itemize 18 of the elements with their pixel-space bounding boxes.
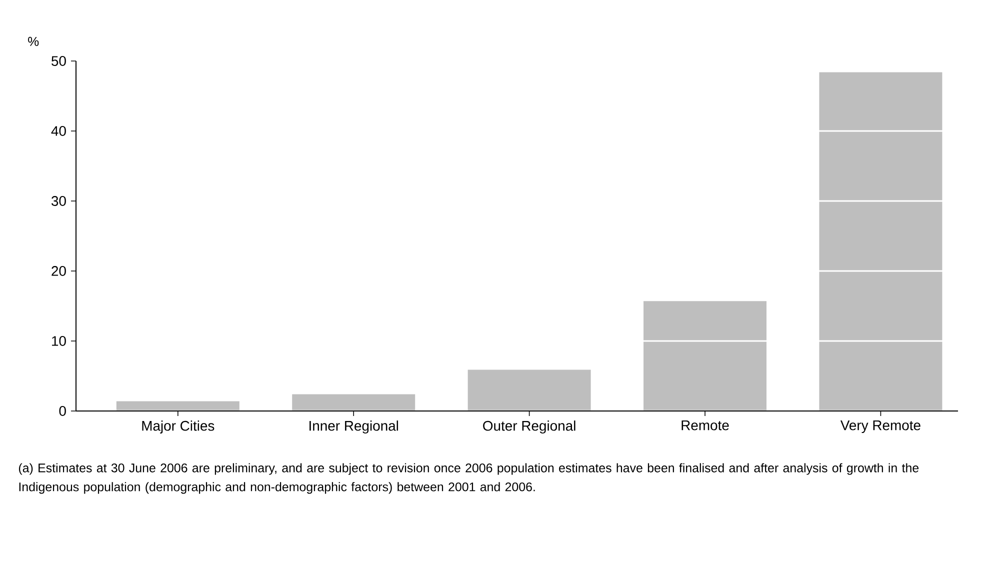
y-tick-label: 50 bbox=[52, 56, 66, 66]
bar bbox=[468, 370, 591, 412]
y-tick-label: 0 bbox=[59, 406, 66, 416]
x-tick-label: Major Cities bbox=[142, 420, 214, 434]
y-tick-label: 30 bbox=[52, 196, 66, 206]
bar bbox=[116, 401, 240, 412]
y-tick-label: 20 bbox=[52, 266, 66, 276]
y-tick-label: 40 bbox=[51, 126, 66, 136]
bar bbox=[644, 301, 766, 412]
x-tick-label: Outer Regional bbox=[483, 420, 576, 434]
text: (a) Estimates at 30 June 2006 are preliminary, and are subject to revision once 2006 population estimates have been finalised and after analysis of growth in the Indigenous population (demographic and non-demographic factors) between 2001 and 2006. bbox=[18, 463, 919, 494]
x-tick-label: Remote bbox=[682, 420, 729, 430]
y-axis-title: % bbox=[28, 36, 39, 46]
x-tick-label: Very Remote bbox=[840, 420, 920, 434]
y-tick-label: 10 bbox=[52, 336, 66, 346]
x-tick-label: Inner Regional bbox=[310, 420, 398, 434]
bar bbox=[292, 394, 416, 412]
bar bbox=[819, 72, 942, 412]
